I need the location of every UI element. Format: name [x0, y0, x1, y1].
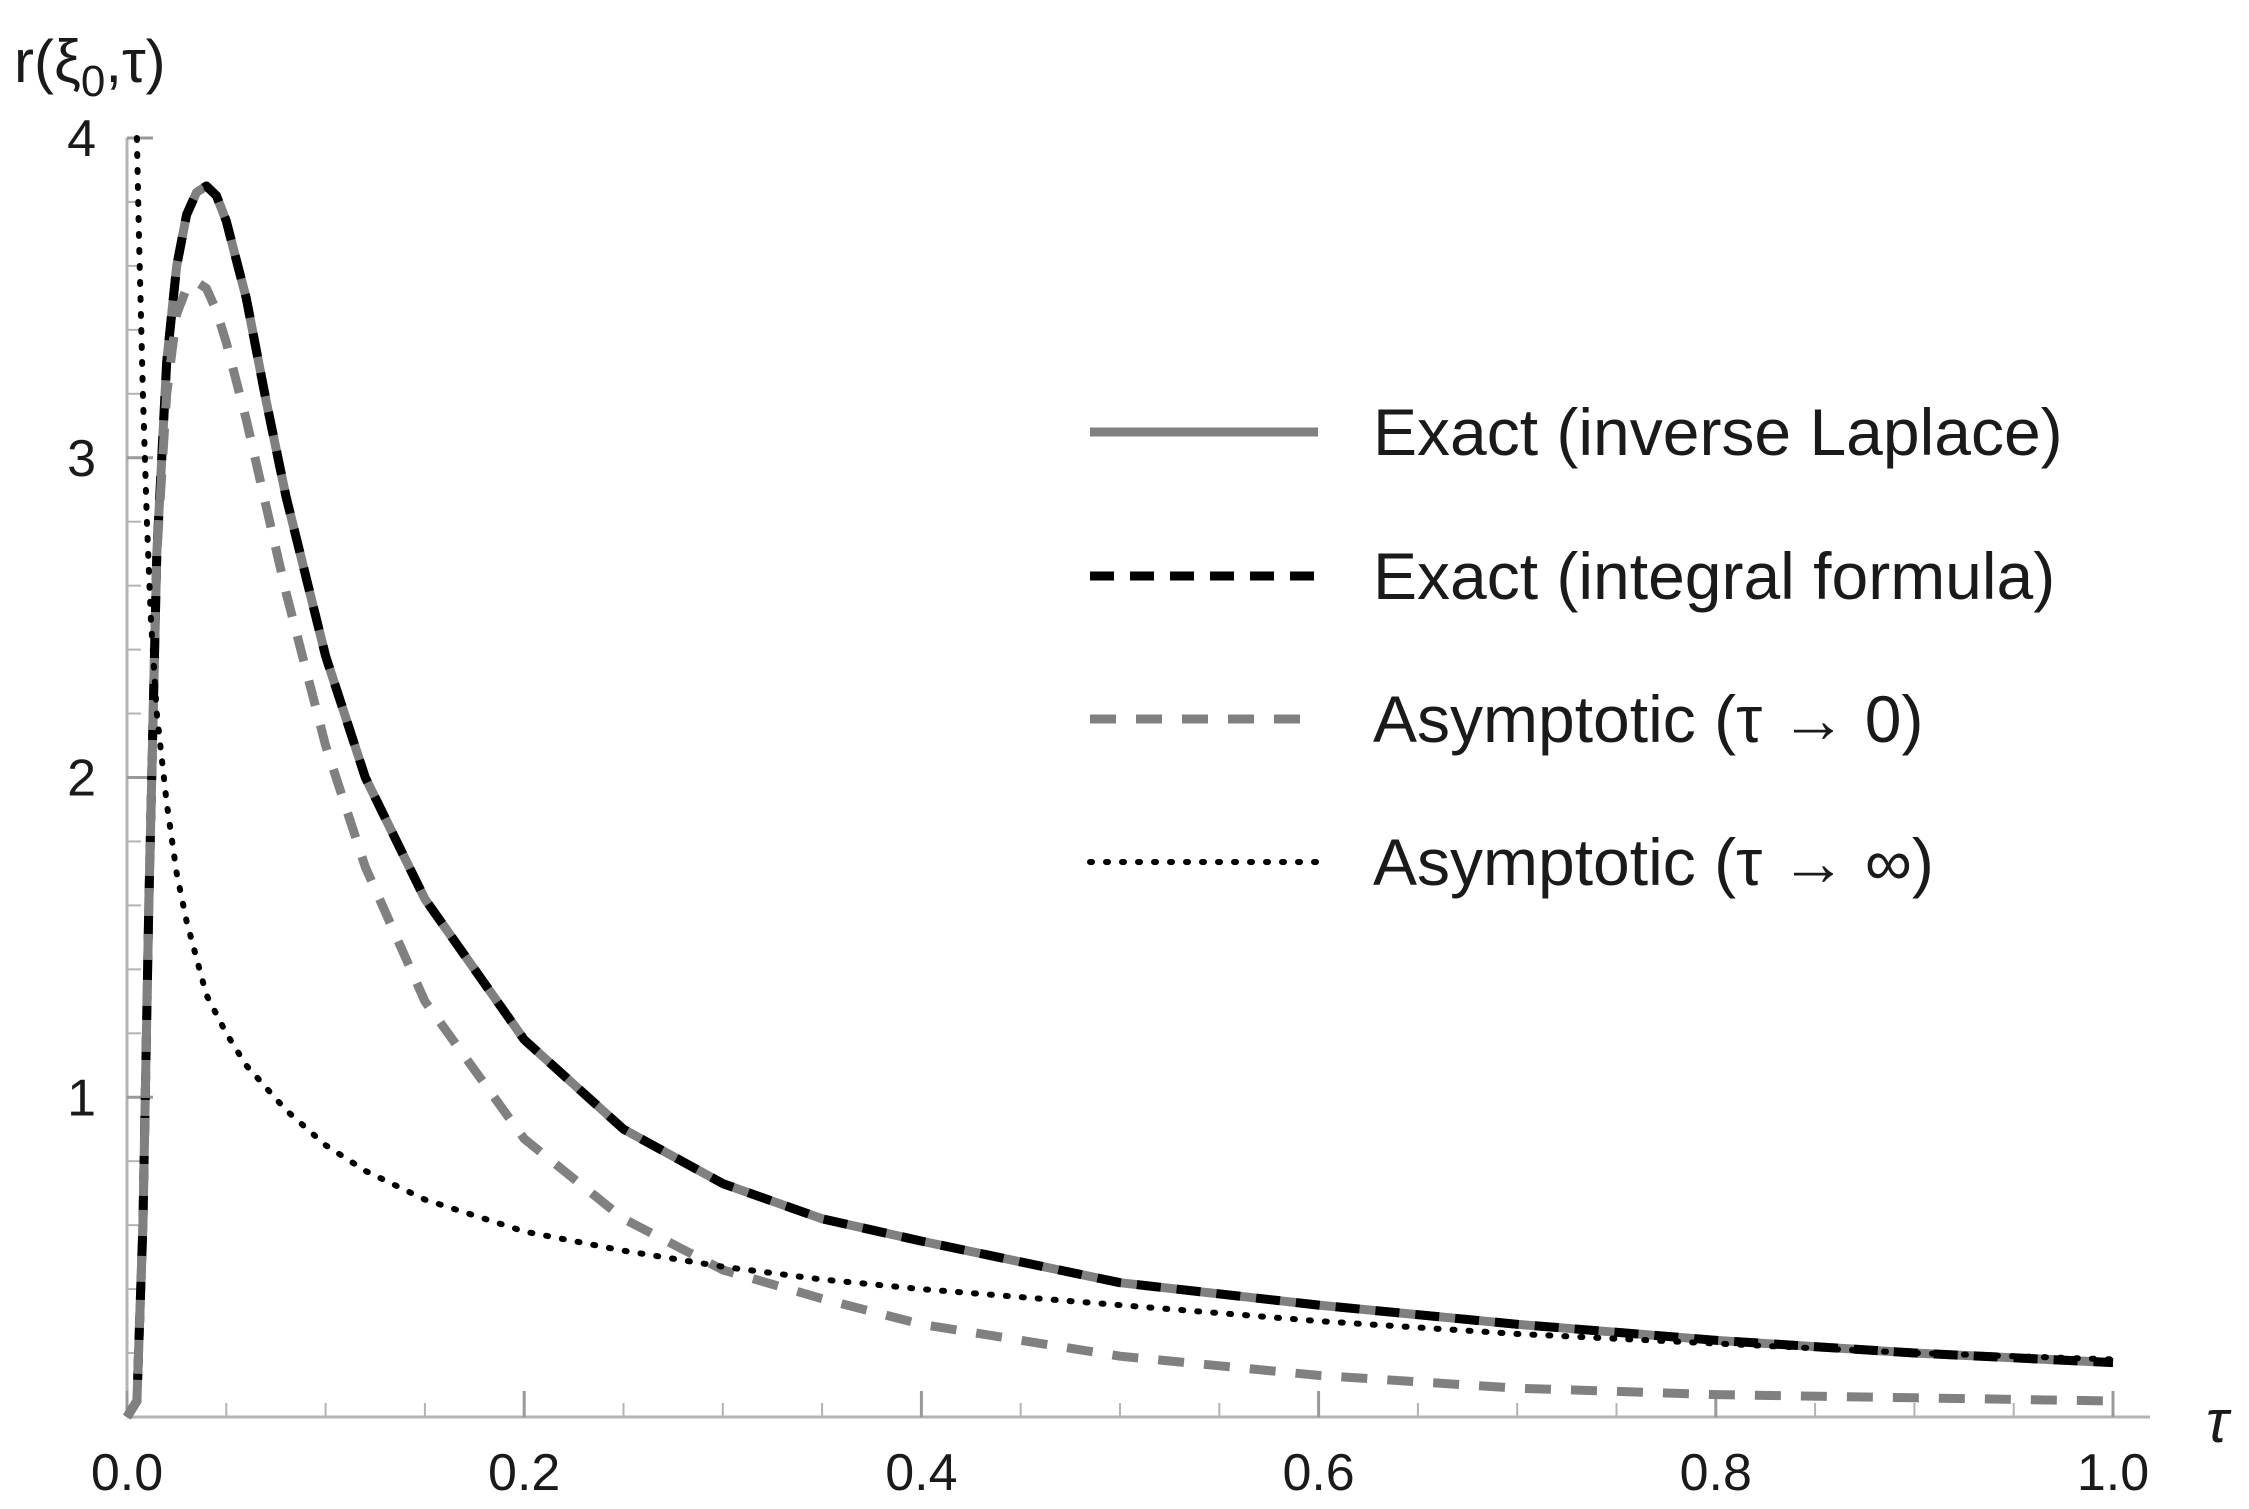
legend-label-1: Exact (inverse Laplace)	[1373, 395, 2063, 469]
legend-label-3: Asymptotic (τ → 0)	[1373, 682, 1924, 756]
tick-labels: 0.0 0.2 0.4 0.6 0.8 1.0 1 2 3 4	[67, 110, 2149, 1502]
x-tick-label: 0.4	[885, 1444, 957, 1502]
ticks	[125, 136, 2115, 1417]
legend: Exact (inverse Laplace) Exact (integral f…	[1087, 395, 2063, 899]
x-tick-label: 1.0	[2077, 1444, 2149, 1502]
y-tick-label: 3	[67, 430, 96, 488]
series-line-2	[123, 181, 2114, 1420]
y-tick-label: 4	[67, 110, 96, 168]
y-tick-label: 2	[67, 750, 96, 808]
y-axis-title: r(ξ0,τ)	[14, 28, 166, 106]
x-tick-label: 0.2	[488, 1444, 560, 1502]
y-axis-title-prefix: r(ξ	[14, 28, 81, 95]
y-axis-title-suffix: ,τ)	[105, 28, 165, 95]
series-line-1	[123, 181, 2114, 1420]
legend-label-4: Asymptotic (τ → ∞)	[1373, 825, 1934, 899]
x-tick-label: 0.0	[91, 1444, 163, 1502]
x-tick-label: 0.8	[1680, 1444, 1752, 1502]
y-axis-title-sub: 0	[81, 57, 105, 106]
x-axis-title: τ	[2206, 1388, 2232, 1455]
series-line-4	[133, 135, 2116, 1363]
series-line-3	[123, 277, 2114, 1420]
series-group	[123, 135, 2116, 1420]
legend-label-2: Exact (integral formula)	[1373, 539, 2055, 613]
axes	[125, 138, 2150, 1419]
x-tick-label: 0.6	[1282, 1444, 1354, 1502]
y-tick-label: 1	[67, 1069, 96, 1127]
